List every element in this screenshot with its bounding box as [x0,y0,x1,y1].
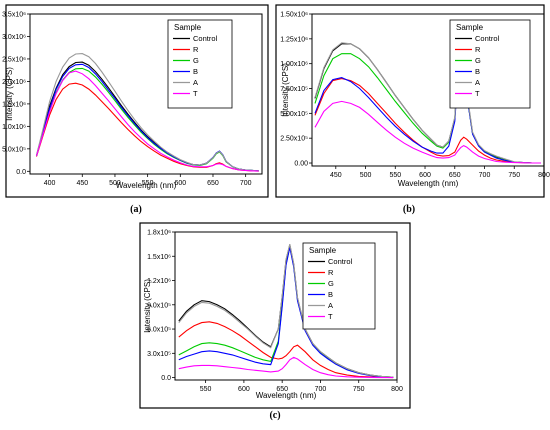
panel-frame [5,4,269,198]
x-axis-label: Wavelength (nm) [116,181,177,190]
y-tick-label: 1.5x10⁶ [2,101,26,108]
y-tick-label: 1.50x10⁶ [280,12,308,19]
x-tick-label: 400 [44,180,56,187]
series-group [35,53,259,172]
legend-item-label: T [193,89,198,98]
x-tick-label: 800 [391,386,403,393]
panel-frame [139,222,411,409]
legend-item-label: B [193,67,198,76]
y-tick-label: 7.50x10⁵ [280,86,308,93]
series-line-t [35,70,259,172]
y-tick-label: 1.00x10⁶ [280,61,308,68]
legend-item-label: G [475,56,481,65]
legend-item-label: R [193,45,199,54]
x-tick-label: 450 [330,172,342,179]
x-tick-label: 550 [142,180,154,187]
legend-title: Sample [456,23,484,32]
plot-area [311,13,545,167]
x-tick-label: 500 [109,180,121,187]
x-tick-label: 600 [419,172,431,179]
series-line-b [314,32,541,164]
y-tick-label: 1.2x10⁶ [147,278,171,285]
legend-item-label: G [193,56,199,65]
series-line-r [314,78,541,164]
legend-item-label: B [475,67,480,76]
legend-item-label: A [328,301,333,310]
legend-item-label: T [475,89,480,98]
series-line-a [35,53,259,172]
series-line-t [314,100,541,164]
legend-item-label: Control [475,34,500,43]
y-tick-label: 1.0x10⁶ [2,124,26,131]
x-tick-label: 750 [353,386,365,393]
y-tick-label: 1.25x10⁶ [280,36,308,43]
y-tick-label: 5.0x10⁵ [2,146,26,153]
y-tick-label: 0.00 [294,161,308,168]
y-tick-label: 3.0x10⁵ [147,351,171,358]
y-axis-label: Intensity (CPS) [281,63,290,117]
y-tick-label: 3.0x10⁶ [2,34,26,41]
x-tick-label: 600 [174,180,186,187]
legend-item-label: A [193,78,198,87]
y-axis-label: Intensity (CPS) [143,279,152,333]
panel-caption: (b) [403,204,415,215]
plot-area [29,13,263,175]
legend-item-label: R [328,268,334,277]
x-tick-label: 450 [76,180,88,187]
legend-item-label: G [328,279,334,288]
y-tick-label: 1.5x10⁶ [147,254,171,261]
y-tick-label: 0.0 [161,375,171,382]
x-tick-label: 700 [479,172,491,179]
plot-area [174,231,398,381]
y-tick-label: 3.5x10⁶ [2,12,26,19]
x-tick-label: 650 [449,172,461,179]
series-group [178,243,394,379]
series-group [314,26,541,164]
y-tick-label: 2.50x10⁵ [280,136,308,143]
series-line-t [178,356,394,379]
chart-panel-c: 550 600 650 700 750 800 0.0 3.0x10⁵ 6.0x10⁵ 9.0x1… [139,222,411,421]
legend-title: Sample [309,246,337,255]
x-axis-label: Wavelength (nm) [398,179,459,188]
y-tick-label: 2.0x10⁶ [2,79,26,86]
x-tick-label: 550 [389,172,401,179]
x-tick-label: 800 [538,172,550,179]
series-line-a [178,243,394,378]
y-axis-label: Intensity (CPS) [5,67,14,121]
series-line-r [178,321,394,379]
legend-title: Sample [174,23,202,32]
x-tick-label: 550 [200,386,212,393]
y-tick-label: 1.8x10⁶ [147,230,171,237]
legend-box [302,242,376,330]
x-tick-label: 600 [238,386,250,393]
x-tick-label: 650 [207,180,219,187]
x-tick-label: 650 [276,386,288,393]
series-line-a [314,26,541,164]
y-tick-label: 9.0x10⁵ [147,302,171,309]
y-tick-label: 0.0 [16,169,26,176]
y-tick-label: 5.00x10⁵ [280,111,308,118]
legend-item-label: Control [328,257,353,266]
y-tick-label: 2.5x10⁶ [2,56,26,63]
y-tick-label: 6.0x10⁵ [147,327,171,334]
x-tick-label: 700 [315,386,327,393]
legend-item-label: T [328,312,333,321]
legend-item-label: B [328,290,333,299]
legend-item-label: Control [193,34,218,43]
chart-panel-a: 400 450 500 550 600 650 700 0.0 5.0x10⁵ 1.0x10⁶ 1.… [2,4,269,215]
x-tick-label: 500 [360,172,372,179]
series-line-b [178,247,394,378]
panel-caption: (a) [130,204,142,215]
x-tick-label: 700 [240,180,252,187]
x-axis-label: Wavelength (nm) [256,391,317,400]
x-tick-label: 750 [508,172,520,179]
panel-caption: (c) [269,410,280,421]
chart-panel-b: 450 500 550 600 650 700 750 800 0.00 2.50x10⁵ 5.00… [275,4,550,215]
legend-item-label: A [475,78,480,87]
legend-item-label: R [475,45,481,54]
